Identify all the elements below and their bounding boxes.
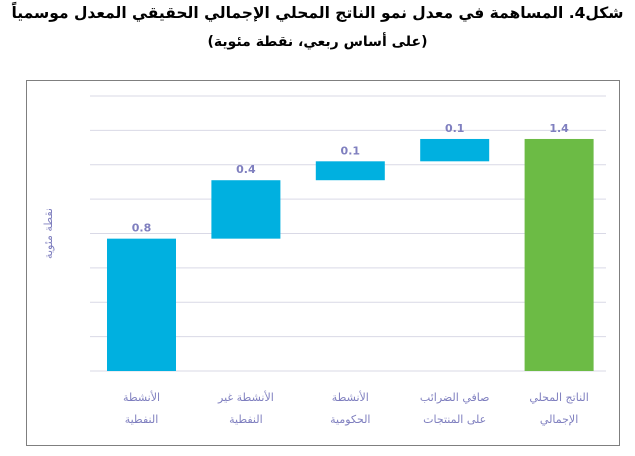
bar: [107, 238, 176, 371]
x-tick-label: على المنتجات: [423, 413, 486, 426]
x-tick-label: الأنشطة: [123, 390, 160, 404]
x-tick-label: الأنشطة: [332, 390, 369, 404]
y-axis-label: نقطة مئوية: [42, 208, 55, 259]
data-label: 0.8: [132, 222, 152, 235]
bar: [420, 138, 490, 162]
chart-subtitle: (على أساس ربعي، نقطة مئوية): [207, 34, 428, 50]
x-tick-label: الأنشطة غير: [217, 390, 274, 404]
chart-frame: [26, 80, 620, 446]
bar: [315, 161, 385, 181]
bar: [524, 138, 594, 371]
x-tick-label: صافي الضرائب: [420, 391, 490, 404]
x-tick-label: الناتج المحلي: [529, 391, 588, 404]
x-tick-label: النفطية: [229, 413, 263, 426]
x-tick-label: النفطية: [125, 413, 159, 426]
data-label: 0.1: [445, 122, 465, 135]
x-tick-label: الحكومية: [330, 413, 370, 426]
data-label: 1.4: [549, 122, 569, 135]
bar: [211, 180, 281, 239]
chart-title: شكل4. المساهمة في معدل نمو الناتج المحلي…: [11, 4, 624, 22]
x-tick-label: الإجمالي: [540, 413, 578, 426]
data-label: 0.1: [341, 144, 361, 157]
data-label: 0.4: [236, 163, 256, 176]
